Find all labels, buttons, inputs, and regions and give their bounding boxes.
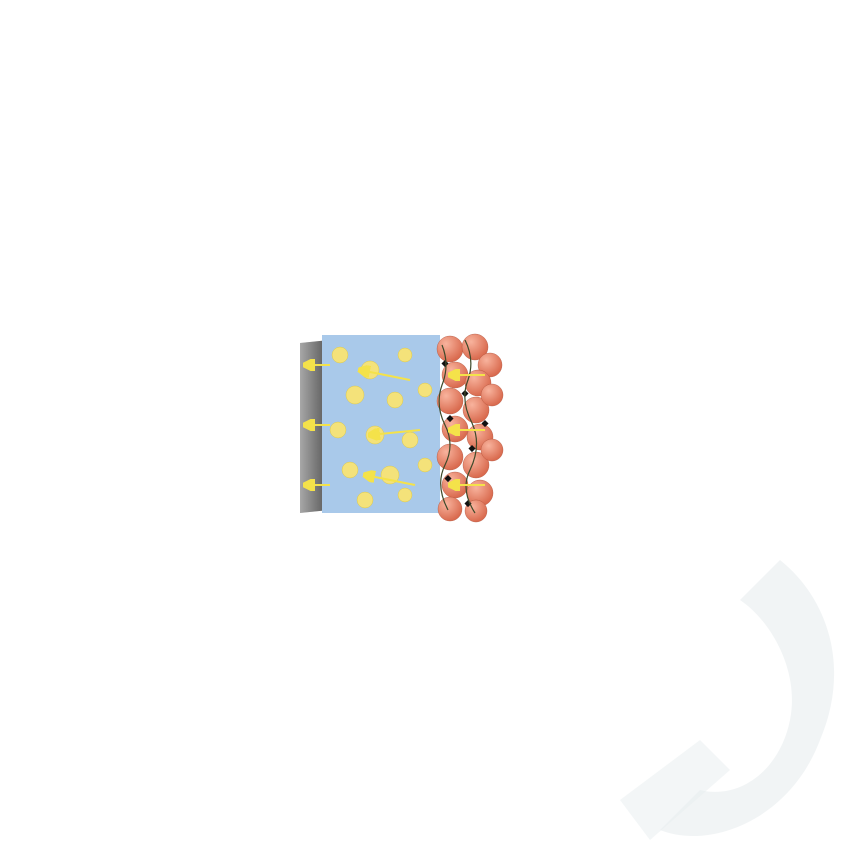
sunburst-diagram bbox=[0, 0, 865, 859]
center-schematic bbox=[300, 334, 503, 522]
watermark bbox=[620, 560, 834, 840]
